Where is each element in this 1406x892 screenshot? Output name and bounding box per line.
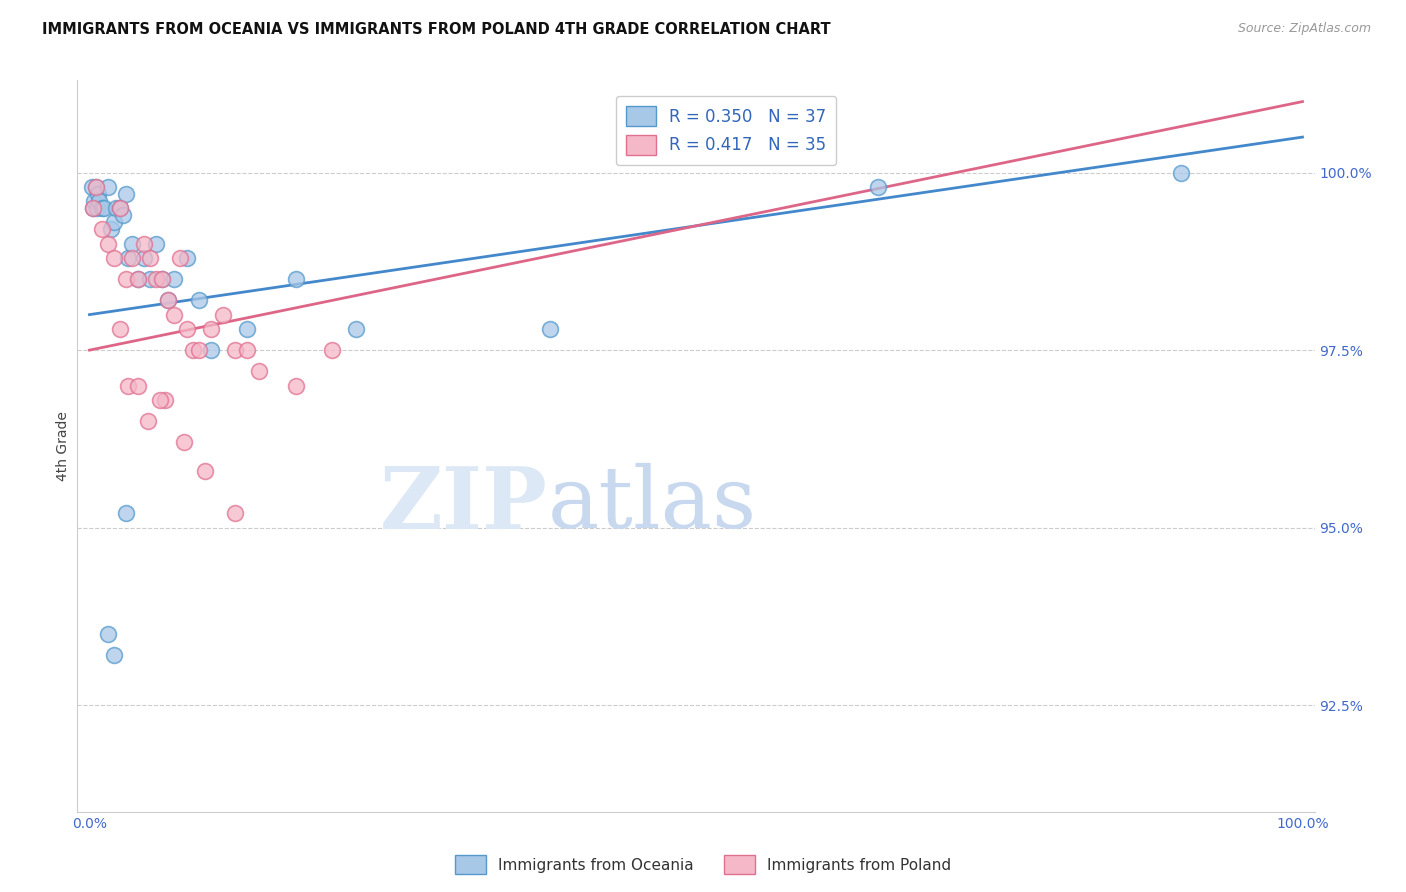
Point <box>284 272 307 286</box>
Text: ZIP: ZIP <box>380 463 547 547</box>
Point <box>97 179 120 194</box>
Point <box>121 251 143 265</box>
Point <box>212 308 235 322</box>
Point <box>89 194 111 208</box>
Point <box>121 236 143 251</box>
Point <box>321 343 343 358</box>
Point <box>173 435 195 450</box>
Point <box>127 272 149 286</box>
Point <box>115 272 138 286</box>
Point <box>84 179 107 194</box>
Point <box>194 464 217 478</box>
Point <box>86 201 108 215</box>
Point <box>176 251 198 265</box>
Point <box>90 201 112 215</box>
Point <box>105 201 128 215</box>
Point <box>139 272 162 286</box>
Point <box>145 272 167 286</box>
Point <box>136 414 159 428</box>
Point <box>145 236 167 251</box>
Point <box>157 293 180 308</box>
Y-axis label: 4th Grade: 4th Grade <box>56 411 70 481</box>
Legend: Immigrants from Oceania, Immigrants from Poland: Immigrants from Oceania, Immigrants from… <box>449 849 957 880</box>
Point <box>115 186 138 201</box>
Point <box>90 222 112 236</box>
Point <box>200 322 222 336</box>
Point <box>83 194 105 208</box>
Point <box>157 293 180 308</box>
Point <box>84 179 107 194</box>
Point <box>538 322 561 336</box>
Point <box>93 201 115 215</box>
Point <box>132 236 155 251</box>
Point <box>117 378 139 392</box>
Point <box>80 179 103 194</box>
Point <box>117 251 139 265</box>
Text: IMMIGRANTS FROM OCEANIA VS IMMIGRANTS FROM POLAND 4TH GRADE CORRELATION CHART: IMMIGRANTS FROM OCEANIA VS IMMIGRANTS FR… <box>42 22 831 37</box>
Point <box>108 201 131 215</box>
Point <box>108 201 131 215</box>
Point <box>103 215 125 229</box>
Point <box>866 179 889 194</box>
Point <box>132 251 155 265</box>
Point <box>224 507 246 521</box>
Point <box>82 201 104 215</box>
Point <box>97 236 120 251</box>
Point <box>150 272 173 286</box>
Point <box>100 222 122 236</box>
Point <box>200 343 222 358</box>
Point <box>115 507 138 521</box>
Point <box>150 272 173 286</box>
Point <box>103 251 125 265</box>
Point <box>1170 165 1192 179</box>
Point <box>103 648 125 663</box>
Point <box>97 627 120 641</box>
Point <box>247 364 270 378</box>
Point <box>236 322 259 336</box>
Point <box>181 343 204 358</box>
Point <box>139 251 162 265</box>
Point <box>224 343 246 358</box>
Point <box>163 308 186 322</box>
Point <box>112 208 135 222</box>
Point <box>236 343 259 358</box>
Point <box>87 186 110 201</box>
Point <box>82 201 104 215</box>
Point <box>127 272 149 286</box>
Point <box>153 392 176 407</box>
Point <box>187 293 209 308</box>
Point <box>344 322 367 336</box>
Point <box>169 251 191 265</box>
Point <box>163 272 186 286</box>
Text: Source: ZipAtlas.com: Source: ZipAtlas.com <box>1237 22 1371 36</box>
Point <box>284 378 307 392</box>
Point <box>127 378 149 392</box>
Point <box>176 322 198 336</box>
Point <box>187 343 209 358</box>
Text: atlas: atlas <box>547 463 756 546</box>
Point <box>149 392 172 407</box>
Legend: R = 0.350   N = 37, R = 0.417   N = 35: R = 0.350 N = 37, R = 0.417 N = 35 <box>616 96 837 165</box>
Point <box>108 322 131 336</box>
